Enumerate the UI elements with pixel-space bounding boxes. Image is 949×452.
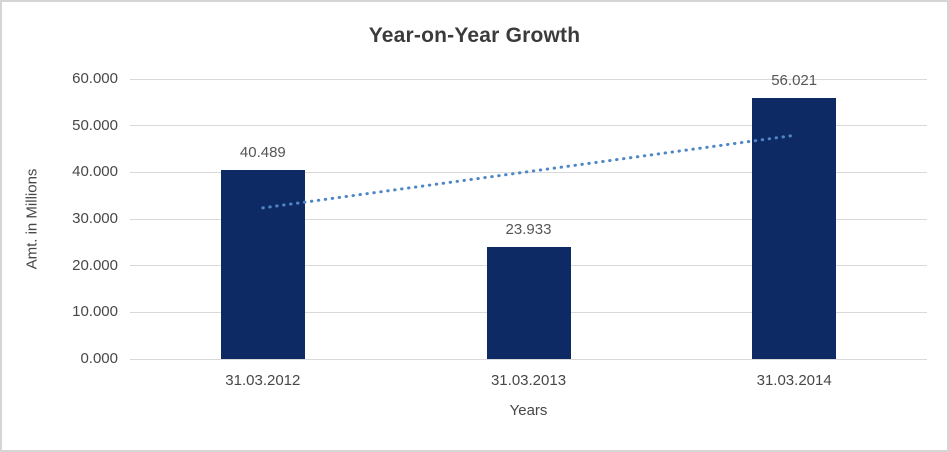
x-tick-label: 31.03.2012 [225,372,301,389]
y-tick-label: 50.000 [72,116,118,134]
x-tick-label: 31.03.2013 [490,372,567,389]
bar [486,247,571,359]
bar [220,170,305,359]
y-tick-label: 40.000 [72,163,118,181]
y-tick-label: 20.000 [72,256,118,274]
gridline [130,218,927,220]
gridline [130,358,927,360]
y-tick-label: 60.000 [72,70,118,87]
y-tick-label: 0.000 [80,350,118,367]
bar-value-label: 56.021 [771,71,818,89]
y-axis-title: Amt. in Millions [23,168,41,270]
gridline [130,78,927,80]
bar [752,97,837,359]
gridline [130,125,927,127]
chart-title: Year-on-Year Growth [368,24,581,47]
x-tick-label: 31.03.2014 [756,372,832,389]
bar-value-label: 40.489 [239,144,286,162]
x-axis-title: Years [509,402,548,419]
bar-value-label: 23.933 [505,221,552,239]
plot-area: 0.000 10.000 20.000 30.000 40.000 50.000 60.00… [72,70,927,389]
y-tick-label: 30.000 [72,210,118,227]
y-tick-label: 10.000 [72,303,118,321]
